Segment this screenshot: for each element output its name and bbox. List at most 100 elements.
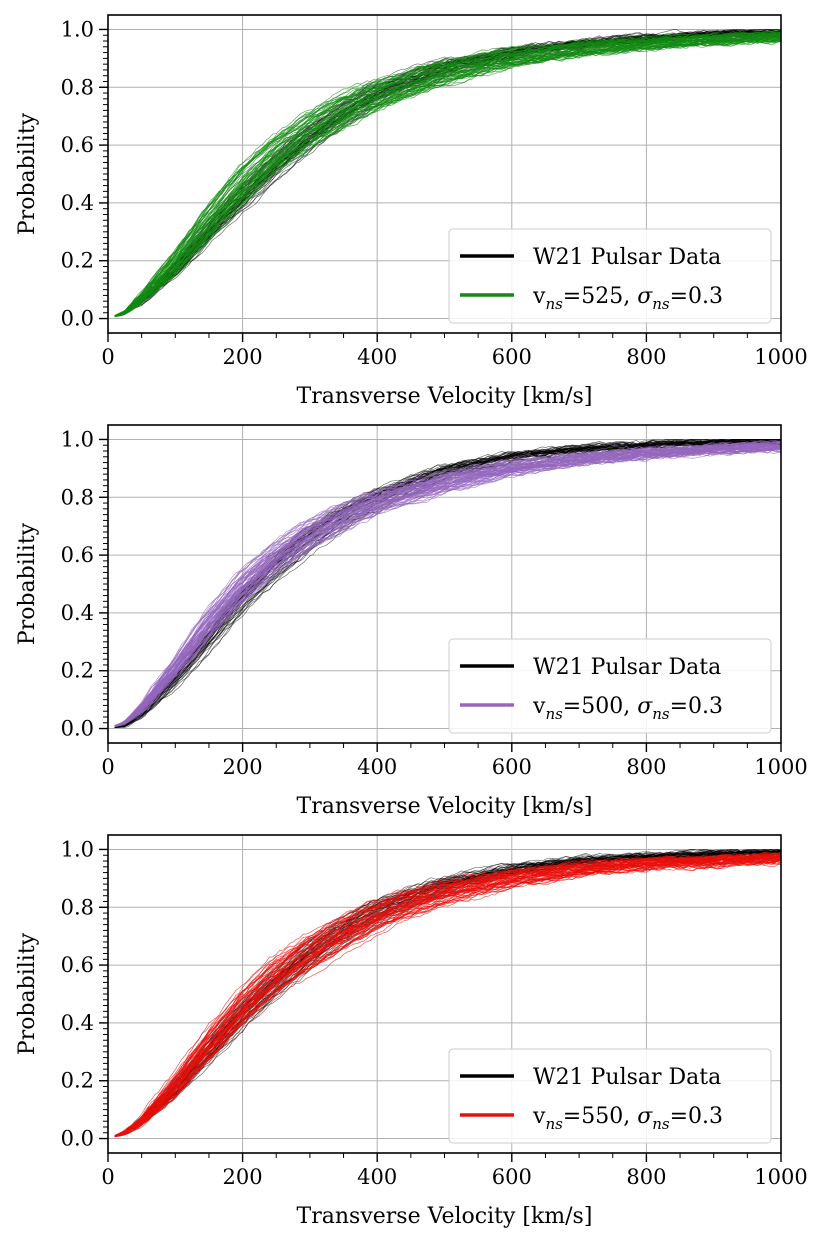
panel-bottom-series-1-curve-58 <box>114 857 781 1138</box>
panel-top-x-tick-label-4: 800 <box>626 345 666 369</box>
panel-bottom-series-1-curve-55 <box>114 854 781 1137</box>
panel-middle-legend-label-1-label-sub2: ns <box>652 705 670 723</box>
panel-top-x-tick-label-0: 0 <box>101 345 114 369</box>
panel-middle-series-1-curve-55 <box>114 448 781 728</box>
panel-top-series-1-curve-59 <box>114 33 781 317</box>
panel-bottom-chart: 0 200 400 600 800 1000 0.0 0.2 0.4 0.6 0.8 1.0 Trans… <box>15 834 808 1229</box>
panel-bottom-legend: W21 Pulsar Data vns=550, σns=0.3 <box>448 1048 772 1144</box>
panel-bottom-y-tick-label-5: 1.0 <box>61 837 94 861</box>
panel-top-legend-label-1-label-sigma: σ <box>637 284 653 309</box>
panel-bottom-y-tick-label-3: 0.6 <box>61 953 94 977</box>
panel-bottom-x-tick-label-4: 800 <box>626 1165 666 1189</box>
panel-top-series-1-curve-21 <box>114 37 781 318</box>
panel-middle-chart: 0 200 400 600 800 1000 0.0 0.2 0.4 0.6 0.8 1.0 Trans… <box>15 424 808 819</box>
panel-top-y-axis-title: Probability <box>15 112 40 235</box>
panel-middle-y-tick-label-3: 0.6 <box>61 543 94 567</box>
panel-top-series-1-curve-55 <box>114 32 781 317</box>
panel-top-chart: 0 200 400 600 800 1000 0.0 0.2 0.4 0.6 0.8 1.0 Trans… <box>15 14 808 409</box>
panel-top-legend-label-1-label-main: v <box>532 284 546 309</box>
panel-top-x-axis-title: Transverse Velocity [km/s] <box>297 384 593 409</box>
panel-bottom-y-tick-label-2: 0.4 <box>61 1011 94 1035</box>
panel-bottom-y-tick-label-1: 0.2 <box>61 1069 94 1093</box>
panel-middle-y-tick-label-2: 0.4 <box>61 601 94 625</box>
panel-top-series-1 <box>114 29 781 318</box>
panel-bottom-series-1 <box>114 851 781 1138</box>
panel-top-y-tick-label-5: 1.0 <box>61 17 94 41</box>
panel-top-series-1-curve-25 <box>114 40 781 318</box>
panel-bottom-x-tick-label-1: 200 <box>223 1165 263 1189</box>
panel-bottom-y-axis-title: Probability <box>15 932 40 1055</box>
panel-middle-legend-box <box>448 638 772 734</box>
panel-top-series-1-curve-41 <box>114 39 781 318</box>
panel-bottom-y-tick-label-0: 0.0 <box>61 1127 94 1151</box>
panel-middle-series-0-curve-38 <box>114 439 781 728</box>
panel-middle-legend-label-1-label-sigma: σ <box>637 694 653 719</box>
panel-middle-series-1 <box>114 439 781 728</box>
panel-bottom-series-1-curve-54 <box>114 853 781 1137</box>
panel-top-legend-label-1-label-end: =0.3 <box>670 284 723 309</box>
panel-middle-series-1-curve-57 <box>114 444 781 727</box>
panel-middle-legend-label-1: vns=500, σns=0.3 <box>532 694 723 723</box>
panel-top-x-tick-label-3: 600 <box>492 345 532 369</box>
panel-top-legend-label-1-label-mid: =525, <box>563 284 637 309</box>
panel-middle-legend-label-1-label-end: =0.3 <box>670 694 723 719</box>
panel-middle-series-1-curve-58 <box>114 447 781 727</box>
panel-bottom-x-tick-label-2: 400 <box>357 1165 397 1189</box>
panel-top-series-1-curve-57 <box>114 39 781 318</box>
panel-top-legend-label-1-label-sub1: ns <box>545 295 563 313</box>
panel-top-x-tick-label-5: 1000 <box>754 345 807 369</box>
panel-middle-y-tick-label-1: 0.2 <box>61 659 94 683</box>
panel-bottom-series-1-curve-46 <box>114 853 781 1137</box>
panel-middle-series-1-curve-44 <box>114 442 781 726</box>
panel-top-y-tick-label-1: 0.2 <box>61 249 94 273</box>
panel-top-series-1-curve-52 <box>114 36 781 317</box>
panel-bottom-legend-label-1-label-mid: =550, <box>563 1104 637 1129</box>
panel-bottom-legend-label-1-label-end: =0.3 <box>670 1104 723 1129</box>
panel-top-legend-box <box>448 228 772 324</box>
panel-bottom-legend-label-1: vns=550, σns=0.3 <box>532 1104 723 1133</box>
panel-top-x-tick-label-1: 200 <box>223 345 263 369</box>
panel-bottom-series-1-curve-53 <box>114 853 781 1137</box>
panel-top-y-tick-label-2: 0.4 <box>61 191 94 215</box>
panel-bottom-legend-label-0: W21 Pulsar Data <box>533 1065 721 1090</box>
panel-middle-x-tick-label-0: 0 <box>101 755 114 779</box>
panel-middle-y-tick-label-0: 0.0 <box>61 717 94 741</box>
panel-middle-x-tick-label-1: 200 <box>223 755 263 779</box>
panel-bottom-legend-label-1-label-sub2: ns <box>652 1115 670 1133</box>
panel-top-legend-label-1: vns=525, σns=0.3 <box>532 284 723 313</box>
panel-top-legend-label-1-label-sub2: ns <box>652 295 670 313</box>
panel-top-x-tick-label-2: 400 <box>357 345 397 369</box>
panel-top-series-1-curve-58 <box>114 36 781 317</box>
panel-middle-y-tick-label-4: 0.8 <box>61 485 94 509</box>
panel-middle-x-tick-label-2: 400 <box>357 755 397 779</box>
panel-middle-x-tick-label-3: 600 <box>492 755 532 779</box>
panel-bottom-series-1-curve-57 <box>114 855 781 1137</box>
panel-bottom-x-tick-label-0: 0 <box>101 1165 114 1189</box>
panel-top-y-tick-label-4: 0.8 <box>61 75 94 99</box>
panel-middle-legend-label-1-label-main: v <box>532 694 546 719</box>
panel-bottom-lines <box>114 849 781 1138</box>
panel-top-lines <box>114 29 781 318</box>
panel-middle-lines <box>114 439 781 729</box>
panel-bottom-y-tick-label-4: 0.8 <box>61 895 94 919</box>
panel-bottom-series-1-curve-50 <box>114 852 781 1136</box>
panel-top-y-tick-label-3: 0.6 <box>61 133 94 157</box>
panel-middle-legend-label-1-label-sub1: ns <box>545 705 563 723</box>
panel-middle-series-1-curve-56 <box>114 447 781 727</box>
panel-middle-series-1-curve-53 <box>114 449 781 727</box>
panel-middle-x-tick-label-5: 1000 <box>754 755 807 779</box>
panel-bottom-x-tick-label-5: 1000 <box>754 1165 807 1189</box>
panel-middle-series-1-curve-59 <box>114 442 781 727</box>
panel-middle-y-axis-title: Probability <box>15 522 40 645</box>
panel-top-ticks <box>99 28 782 342</box>
panel-bottom-x-tick-label-3: 600 <box>492 1165 532 1189</box>
panel-middle-legend-label-1-label-mid: =500, <box>563 694 637 719</box>
panel-bottom-ticks <box>99 848 782 1162</box>
panel-top-series-1-curve-50 <box>114 33 781 317</box>
panel-bottom-series-1-curve-59 <box>114 855 781 1137</box>
panel-middle-legend-label-0: W21 Pulsar Data <box>533 655 721 680</box>
panel-bottom-legend-label-1-label-sub1: ns <box>545 1115 563 1133</box>
